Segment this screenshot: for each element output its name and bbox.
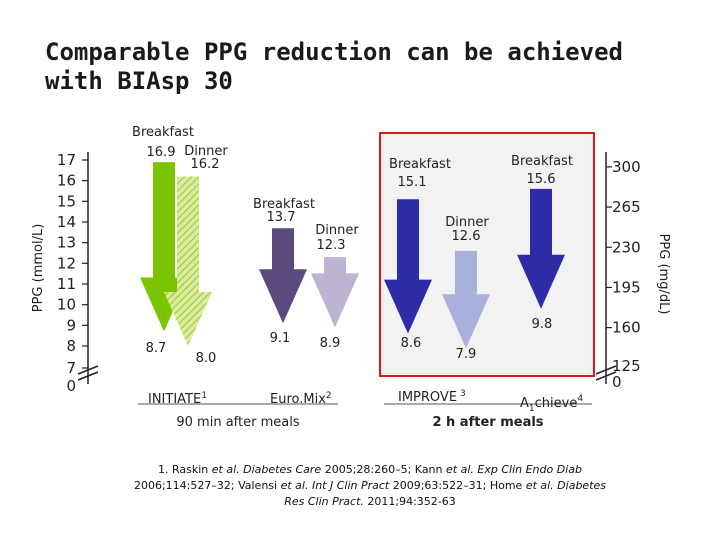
arrow-improve-breakfast xyxy=(384,199,432,334)
label-euromix-breakfast-name: Breakfast xyxy=(253,197,315,212)
study-label-a1chieve: A1chieve4 xyxy=(520,394,583,414)
left-axis-break-2 xyxy=(77,371,99,381)
right-tick-label: 230 xyxy=(612,238,641,256)
left-tick-label: 10 xyxy=(57,296,76,314)
fn-journal-4: Diabetes Res Clin Pract. xyxy=(284,479,607,508)
left-tick-label: 11 xyxy=(57,275,76,293)
study-label-initiate: INITIATE1 xyxy=(148,391,207,407)
arrow-euromix-dinner xyxy=(311,257,359,328)
study-euromix-name: Euro.Mix xyxy=(270,392,326,407)
arrow-improve-dinner xyxy=(442,250,490,349)
references-footnote: 1. Raskin et al. Diabetes Care 2005;28:2… xyxy=(130,462,610,510)
study-a1chieve-prefix: A xyxy=(520,396,529,411)
label-improve-breakfast-name: Breakfast xyxy=(389,157,451,172)
study-initiate-name: INITIATE xyxy=(148,392,201,407)
study-initiate-sup: 1 xyxy=(201,391,207,401)
right-tick-label: 0 xyxy=(612,373,622,391)
fn-journal-1: Diabetes Care xyxy=(239,463,322,476)
left-tick-label: 16 xyxy=(57,172,76,190)
arrow-series xyxy=(140,162,565,349)
study-a1chieve-sub: 1 xyxy=(529,404,535,414)
study-label-euromix: Euro.Mix2 xyxy=(270,391,332,407)
label-a1chieve-breakfast-end: 9.8 xyxy=(532,317,553,332)
left-tick-label: 0 xyxy=(66,377,76,395)
label-euromix-dinner-name: Dinner xyxy=(315,223,359,238)
label-euromix-breakfast-end: 9.1 xyxy=(270,331,291,346)
label-initiate-dinner-end: 8.0 xyxy=(196,351,217,366)
label-improve-breakfast-end: 8.6 xyxy=(401,336,422,351)
right-tick-label: 300 xyxy=(612,158,641,176)
left-tick-label: 15 xyxy=(57,192,76,210)
left-axis-ticks: 07 8 9 10 11 12 13 14 15 16 17 xyxy=(57,151,88,395)
left-axis-break-1 xyxy=(77,365,99,375)
study-improve-sup: 3 xyxy=(460,389,466,399)
label-a1chieve-breakfast-start: 15.6 xyxy=(527,172,556,187)
right-tick-label: 265 xyxy=(612,198,641,216)
label-initiate-breakfast-end: 8.7 xyxy=(146,341,167,356)
study-label-improve: IMPROVE 3 xyxy=(398,389,466,405)
label-initiate-dinner-start: 16.2 xyxy=(191,157,220,172)
fn-part7: 2009;63:522–31; Home xyxy=(389,479,526,492)
right-axis-title: PPG (mg/dL) xyxy=(656,234,671,315)
left-axis-title: PPG (mmol/L) xyxy=(31,224,46,313)
timing-label-2h: 2 h after meals xyxy=(432,415,543,430)
label-euromix-dinner-end: 8.9 xyxy=(320,336,341,351)
fn-part3: 2005;28:260–5; Kann xyxy=(321,463,447,476)
label-initiate-breakfast-name: Breakfast xyxy=(132,125,194,140)
label-a1chieve-breakfast-name: Breakfast xyxy=(511,154,573,169)
title-line-2: with BIAsp 30 xyxy=(45,67,233,95)
right-axis-break-2 xyxy=(595,371,617,381)
fn-etal-1: et al. xyxy=(211,463,240,476)
study-improve-name: IMPROVE xyxy=(398,390,457,405)
study-a1chieve-sup: 4 xyxy=(577,394,583,404)
study-a1chieve-suffix: chieve xyxy=(535,396,578,411)
left-tick-label: 9 xyxy=(66,316,76,334)
arrow-a1chieve-breakfast xyxy=(517,188,565,309)
label-improve-dinner-start: 12.6 xyxy=(452,229,481,244)
label-euromix-breakfast-start: 13.7 xyxy=(267,210,296,225)
fn-part5: 2006;114:527–32; Valensi xyxy=(133,479,281,492)
label-improve-dinner-end: 7.9 xyxy=(456,347,477,362)
left-tick-label: 12 xyxy=(57,254,76,272)
right-tick-label: 160 xyxy=(612,319,641,337)
fn-part1: 1. Raskin xyxy=(158,463,212,476)
label-euromix-dinner-start: 12.3 xyxy=(317,238,346,253)
left-tick-label: 17 xyxy=(57,151,76,169)
timing-label-90min: 90 min after meals xyxy=(176,415,299,430)
fn-etal-3: et al. xyxy=(280,479,309,492)
fn-etal-4: et al. xyxy=(525,479,554,492)
label-initiate-breakfast-start: 16.9 xyxy=(147,145,176,160)
arrow-initiate-dinner xyxy=(164,176,212,346)
right-tick-label: 125 xyxy=(612,357,641,375)
right-axis-break-1 xyxy=(595,365,617,375)
left-tick-label: 14 xyxy=(57,213,76,231)
arrow-euromix-breakfast xyxy=(259,228,307,324)
study-euromix-sup: 2 xyxy=(326,391,332,401)
right-tick-label: 195 xyxy=(612,278,641,296)
label-improve-breakfast-start: 15.1 xyxy=(398,175,427,190)
left-tick-label: 7 xyxy=(66,359,76,377)
arrow-initiate-breakfast xyxy=(140,162,188,332)
fn-journal-3: Int J Clin Pract xyxy=(308,479,390,492)
fn-etal-2: et al. xyxy=(446,463,474,476)
left-tick-label: 13 xyxy=(57,234,76,252)
label-initiate-dinner-name: Dinner xyxy=(184,144,228,159)
left-tick-label: 8 xyxy=(66,337,76,355)
slide-title: Comparable PPG reduction can be achieved… xyxy=(45,38,685,96)
fn-journal-2: Exp Clin Endo Diab xyxy=(473,463,582,476)
fn-part9: 2011;94:352-63 xyxy=(363,495,456,508)
title-line-1: Comparable PPG reduction can be achieved xyxy=(45,38,623,66)
label-improve-dinner-name: Dinner xyxy=(445,215,489,230)
